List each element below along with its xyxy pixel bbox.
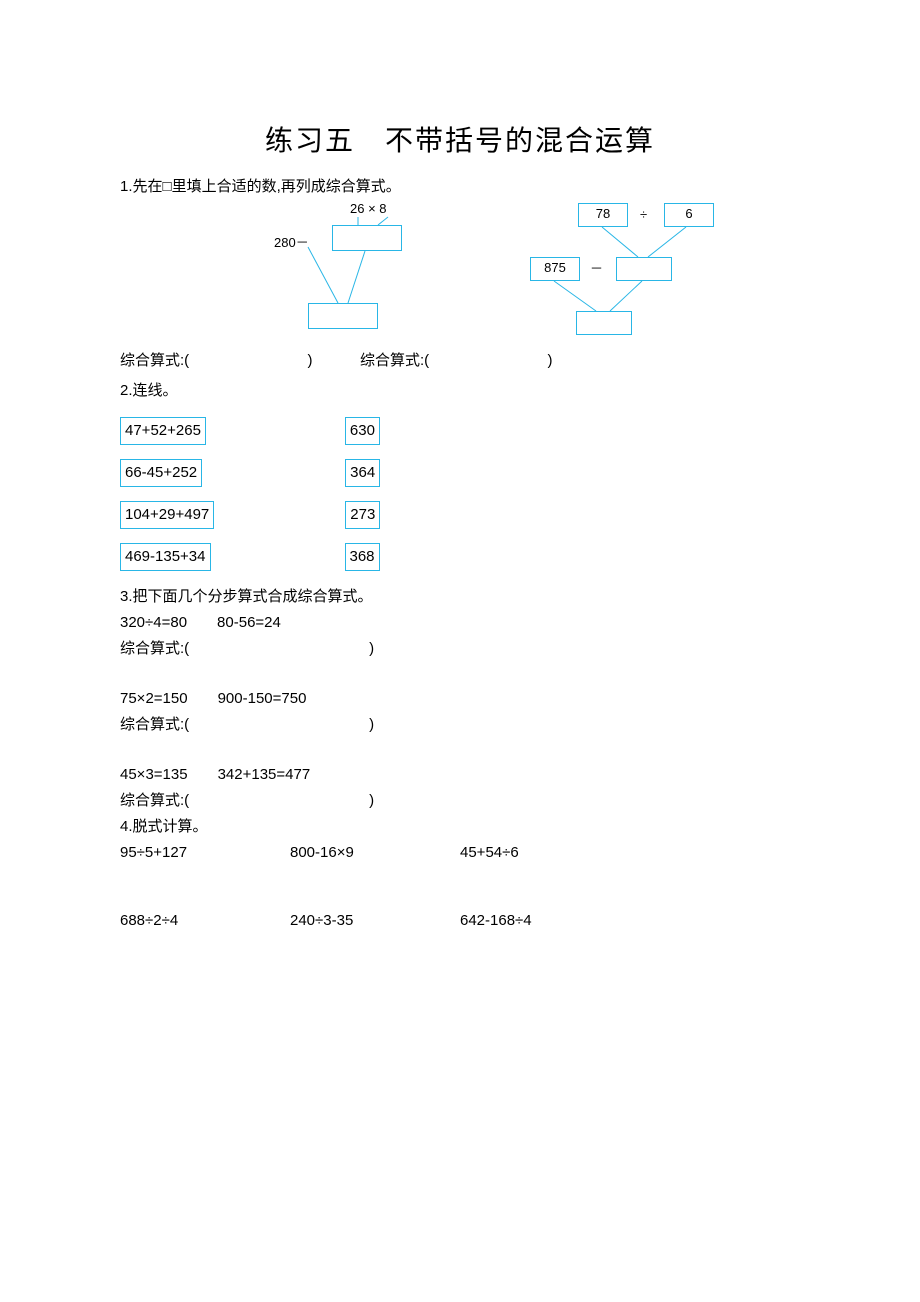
- q4-r1c3: 45+54÷6: [460, 841, 630, 865]
- d1-top-expr: 26 × 8: [350, 199, 387, 220]
- q1-ans1-close: ): [308, 352, 313, 369]
- q3-step-a: 320÷4=80: [120, 611, 187, 635]
- q3-answer-label: 综合算式:(: [120, 716, 189, 733]
- d2-box-6: 6: [664, 203, 714, 227]
- q2-prompt: 2.连线。: [120, 379, 800, 403]
- q1-prompt: 1.先在□里填上合适的数,再列成综合算式。: [120, 175, 800, 199]
- d2-box-875: 875: [530, 257, 580, 281]
- q3-step-b: 900-150=750: [218, 687, 307, 711]
- q3-step-row: 45×3=135 342+135=477: [120, 763, 800, 787]
- d2-box-mid: [616, 257, 672, 281]
- page-title: 练习五 不带括号的混合运算: [120, 120, 800, 165]
- q3-answer-label: 综合算式:(: [120, 640, 189, 657]
- match-left: 66-45+252: [120, 459, 202, 487]
- match-right: 364: [345, 459, 380, 487]
- q1-ans1-label: 综合算式:(: [120, 352, 189, 369]
- match-right: 368: [345, 543, 380, 571]
- q3-step-a: 75×2=150: [120, 687, 188, 711]
- q4-r2c2: 240÷3-35: [290, 909, 460, 933]
- q4-r1c2: 800-16×9: [290, 841, 460, 865]
- q3-answer-row: 综合算式:(): [120, 789, 800, 813]
- q4-r1c1: 95÷5+127: [120, 841, 290, 865]
- q3-groups: 320÷4=8080-56=24综合算式:()75×2=150900-150=7…: [120, 611, 800, 813]
- q4-r2c1: 688÷2÷4: [120, 909, 290, 933]
- match-right: 273: [345, 501, 380, 529]
- d2-box-bottom: [576, 311, 632, 335]
- q3-step-b: 80-56=24: [217, 611, 281, 635]
- match-left: 47+52+265: [120, 417, 206, 445]
- match-row: 104+29+497 273: [120, 501, 800, 529]
- q3-answer-close: ): [369, 716, 374, 733]
- q1-ans2-close: ): [548, 352, 553, 369]
- match-right: 630: [345, 417, 380, 445]
- q1-ans2-label: 综合算式:(: [360, 352, 429, 369]
- q3-step-a: 45×3=135: [120, 763, 188, 787]
- match-left: 469-135+34: [120, 543, 211, 571]
- d2-div: ÷: [640, 205, 647, 226]
- d1-left-label: 280－: [274, 233, 309, 254]
- q4-row2: 688÷2÷4 240÷3-35 642-168÷4: [120, 909, 800, 933]
- q3-prompt: 3.把下面几个分步算式合成综合算式。: [120, 585, 800, 609]
- match-row: 47+52+265 630: [120, 417, 800, 445]
- d1-box-bottom: [308, 303, 378, 329]
- q4-r2c3: 642-168÷4: [460, 909, 630, 933]
- d2-minus: －: [590, 259, 603, 280]
- d1-box-mid: [332, 225, 402, 251]
- match-left: 104+29+497: [120, 501, 214, 529]
- q1-answer-row: 综合算式:( ) 综合算式:( ): [120, 349, 800, 373]
- q3-answer-row: 综合算式:(): [120, 713, 800, 737]
- q1-diagrams: 26 × 8 280－ 78 ÷ 6 875 －: [260, 203, 800, 343]
- diagram-2: 78 ÷ 6 875 －: [530, 203, 740, 343]
- q3-answer-close: ): [369, 792, 374, 809]
- match-row: 469-135+34 368: [120, 543, 800, 571]
- q3-step-row: 320÷4=80 80-56=24: [120, 611, 800, 635]
- match-row: 66-45+252 364: [120, 459, 800, 487]
- q3-answer-row: 综合算式:(): [120, 637, 800, 661]
- q3-step-b: 342+135=477: [218, 763, 311, 787]
- q4-prompt: 4.脱式计算。: [120, 815, 800, 839]
- q3-answer-close: ): [369, 640, 374, 657]
- diagram-1: 26 × 8 280－: [260, 203, 470, 343]
- q2-match-list: 47+52+265 630 66-45+252 364 104+29+497 273 469…: [120, 417, 800, 571]
- q3-answer-label: 综合算式:(: [120, 792, 189, 809]
- q4-row1: 95÷5+127 800-16×9 45+54÷6: [120, 841, 800, 865]
- q3-step-row: 75×2=150 900-150=750: [120, 687, 800, 711]
- d2-box-78: 78: [578, 203, 628, 227]
